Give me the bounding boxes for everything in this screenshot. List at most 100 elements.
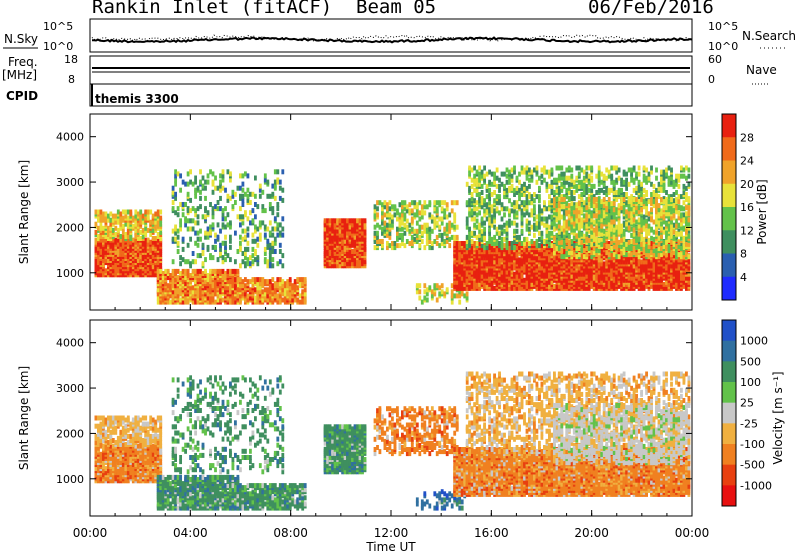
range-gate-cell (523, 259, 526, 265)
range-gate-cell (443, 230, 447, 236)
range-gate-cell (353, 218, 357, 224)
range-gate-cell (171, 259, 175, 265)
range-gate-cell (391, 214, 394, 220)
range-gate-cell (435, 241, 439, 246)
range-gate-cell (194, 208, 198, 214)
range-gate-cell (495, 206, 499, 212)
noise-tick-top-left: 10^5 (43, 20, 73, 33)
range-gate-cell (401, 226, 404, 232)
range-gate-cell (515, 251, 519, 257)
range-gate-cell (465, 249, 469, 255)
range-gate-cell (246, 246, 250, 252)
range-gate-cell (186, 218, 190, 224)
range-gate-cell (298, 293, 302, 299)
range-gate-cell (199, 204, 202, 210)
range-gate-cell (440, 220, 444, 226)
range-gate-cell (219, 179, 222, 185)
range-gate-cell (498, 234, 501, 240)
range-gate-cell (116, 266, 120, 272)
range-gate-cell (104, 211, 108, 217)
range-gate-cell (256, 277, 260, 283)
range-gate-cell (533, 279, 536, 285)
range-gate-cell (498, 230, 501, 236)
range-gate-cell (146, 251, 150, 257)
range-gate-cell (124, 221, 128, 227)
range-gate-cell (209, 268, 212, 274)
range-gate-cell (169, 293, 173, 299)
range-gate-cell (460, 241, 464, 246)
range-gate-cell (229, 244, 232, 250)
range-gate-cell (478, 192, 482, 197)
range-gate-cell (251, 283, 255, 289)
range-gate-cell (495, 226, 499, 232)
range-gate-cell (647, 273, 651, 279)
range-gate-cell (488, 226, 492, 232)
range-gate-cell (498, 187, 501, 193)
range-gate-cell (258, 193, 262, 199)
range-gate-cell (97, 215, 100, 221)
range-gate-cell (455, 241, 459, 246)
range-gate-cell (146, 213, 150, 219)
range-gate-cell (495, 167, 499, 173)
range-gate-cell (518, 277, 521, 283)
range-gate-cell (548, 273, 551, 279)
range-gate-cell (219, 297, 222, 303)
range-gate-cell (102, 229, 105, 235)
range-gate-cell (204, 195, 207, 201)
range-gate-cell (251, 253, 255, 259)
range-gate-cell (211, 255, 215, 261)
range-gate-cell (268, 279, 272, 285)
range-gate-cell (538, 185, 541, 191)
range-gate-cell (107, 225, 110, 231)
range-gate-cell (677, 263, 681, 269)
range-gate-cell (483, 177, 487, 183)
range-gate-cell (470, 192, 474, 197)
range-gate-cell (211, 189, 215, 195)
range-gate-cell (520, 241, 524, 246)
range-gate-cell (231, 193, 235, 199)
range-gate-cell (620, 281, 624, 287)
range-gate-cell (545, 181, 549, 187)
freq-panel: Freq. [MHz] 18 8 60 0 Nave (2, 53, 777, 86)
range-gate-cell (381, 220, 384, 226)
range-gate-cell (518, 196, 521, 202)
range-gate-cell (214, 232, 217, 238)
range-gate-cell (204, 185, 207, 191)
range-gate-cell (251, 191, 255, 197)
range-gate-cell (435, 297, 439, 303)
range-gate-cell (256, 261, 260, 267)
range-gate-cell (490, 236, 494, 242)
range-gate-cell (513, 239, 516, 244)
range-gate-cell (363, 259, 367, 265)
range-gate-cell (423, 204, 427, 210)
range-gate-cell (513, 204, 516, 210)
range-gate-cell (455, 200, 459, 206)
range-gate-cell (221, 281, 225, 287)
range-gate-cell (445, 222, 449, 228)
range-gate-cell (176, 275, 180, 281)
range-gate-cell (376, 222, 379, 228)
range-gate-cell (483, 234, 487, 240)
range-gate-cell (179, 271, 183, 276)
range-gate-cell (505, 281, 509, 287)
range-gate-cell (116, 227, 120, 233)
range-gate-cell (508, 185, 511, 191)
range-gate-cell (241, 181, 245, 187)
range-gate-cell (523, 200, 526, 206)
range-gate-cell (229, 220, 232, 226)
range-gate-cell (410, 208, 414, 214)
range-gate-cell (331, 251, 335, 256)
range-gate-cell (126, 266, 130, 272)
range-gate-cell (590, 261, 594, 267)
range-gate-cell (473, 210, 477, 216)
range-gate-cell (523, 212, 526, 218)
range-gate-cell (488, 196, 492, 202)
range-gate-cell (373, 208, 377, 214)
range-gate-cell (234, 299, 237, 305)
range-gate-cell (391, 204, 394, 210)
range-gate-cell (460, 289, 464, 295)
range-gate-cell (221, 268, 225, 274)
range-gate-cell (211, 244, 215, 250)
range-gate-cell (246, 216, 250, 222)
range-gate-cell (493, 259, 497, 265)
